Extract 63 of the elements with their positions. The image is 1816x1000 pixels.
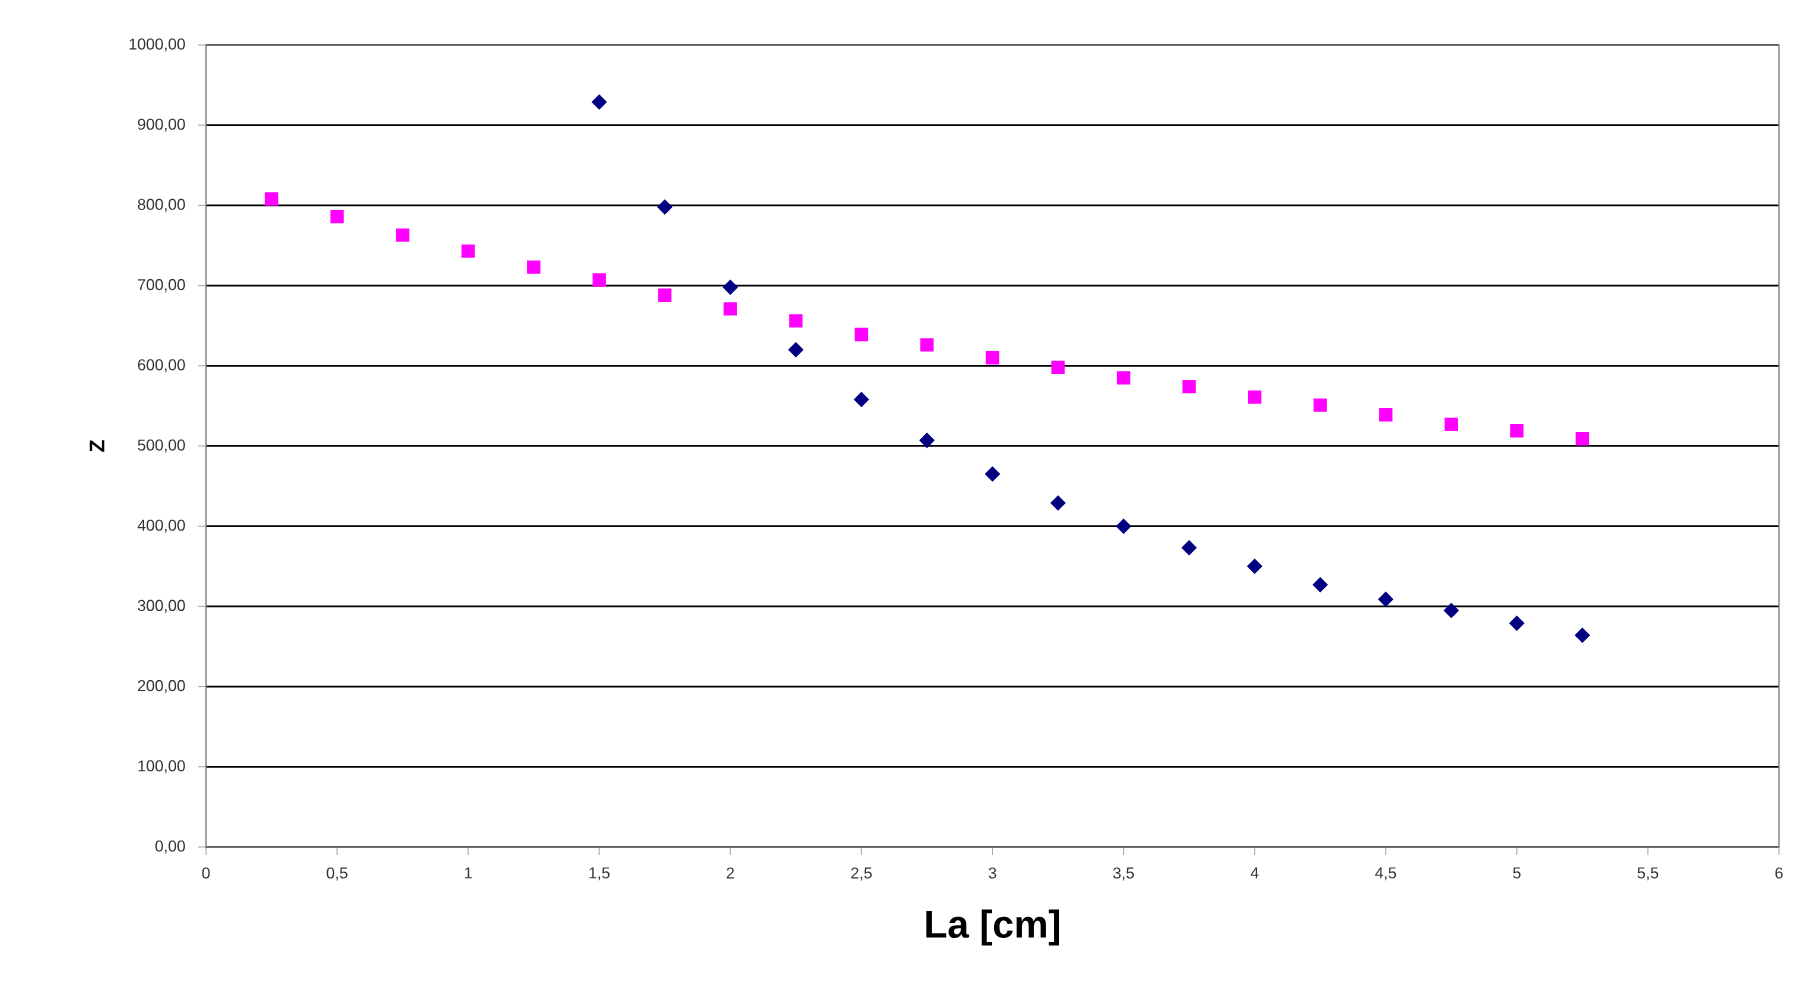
point <box>1247 558 1263 574</box>
point <box>1575 432 1590 446</box>
point <box>1574 627 1590 643</box>
point <box>657 199 673 215</box>
x-tick-label: 1,5 <box>589 867 610 881</box>
point <box>985 466 1000 482</box>
x-tick-label: 5 <box>1513 867 1521 879</box>
y-tick-label: 200,00 <box>137 680 185 694</box>
point <box>527 260 541 274</box>
point <box>264 192 279 206</box>
point <box>1378 591 1394 607</box>
y-tick-label: 400,00 <box>137 519 185 533</box>
point <box>788 342 804 358</box>
x-tick-label: 3 <box>988 867 997 879</box>
point <box>1509 615 1525 631</box>
point <box>854 327 869 342</box>
y-tick-label: 700,00 <box>138 279 185 293</box>
point <box>1444 417 1458 432</box>
point <box>461 244 475 258</box>
point <box>1181 540 1197 556</box>
x-tick-label: 1 <box>464 867 472 879</box>
x-axis-title: La [cm] <box>926 909 1060 946</box>
x-tick-label: 4,5 <box>1375 867 1397 881</box>
point <box>591 94 607 110</box>
point <box>722 279 738 295</box>
point <box>985 351 1000 365</box>
y-tick-label: 300,00 <box>137 599 185 613</box>
point <box>1379 408 1393 422</box>
point <box>1510 424 1524 438</box>
point <box>395 228 410 242</box>
point <box>1312 577 1328 593</box>
point <box>1443 602 1459 618</box>
point <box>723 302 738 316</box>
point <box>1051 360 1065 375</box>
y-tick-label: 600,00 <box>138 359 185 373</box>
point <box>1050 495 1066 511</box>
point <box>658 288 672 302</box>
y-tick-label: 1000,00 <box>129 38 185 52</box>
y-axis-title: Z <box>89 440 105 452</box>
y-tick-label: 0,00 <box>155 840 185 854</box>
x-tick-label: 4 <box>1250 867 1259 879</box>
point <box>330 209 344 224</box>
x-tick-label: 0 <box>202 867 210 879</box>
point <box>920 338 934 352</box>
point <box>1247 390 1262 404</box>
x-tick-label: 0,5 <box>326 867 348 881</box>
y-tick-label: 500,00 <box>137 439 185 453</box>
point <box>1116 518 1132 534</box>
point <box>592 273 606 287</box>
y-tick-label: 100,00 <box>138 760 185 774</box>
x-tick-label: 2,5 <box>851 867 872 881</box>
point <box>919 432 935 448</box>
x-tick-label: 3,5 <box>1113 867 1134 881</box>
point <box>789 314 803 328</box>
point <box>1116 371 1131 385</box>
y-tick-label: 800,00 <box>137 198 185 212</box>
x-tick-label: 6 <box>1775 867 1783 879</box>
x-tick-label: 5,5 <box>1637 867 1659 881</box>
point <box>853 392 869 407</box>
y-tick-label: 900,00 <box>137 118 185 132</box>
point <box>1182 379 1196 394</box>
point <box>1313 398 1327 412</box>
x-tick-label: 2 <box>726 867 734 879</box>
